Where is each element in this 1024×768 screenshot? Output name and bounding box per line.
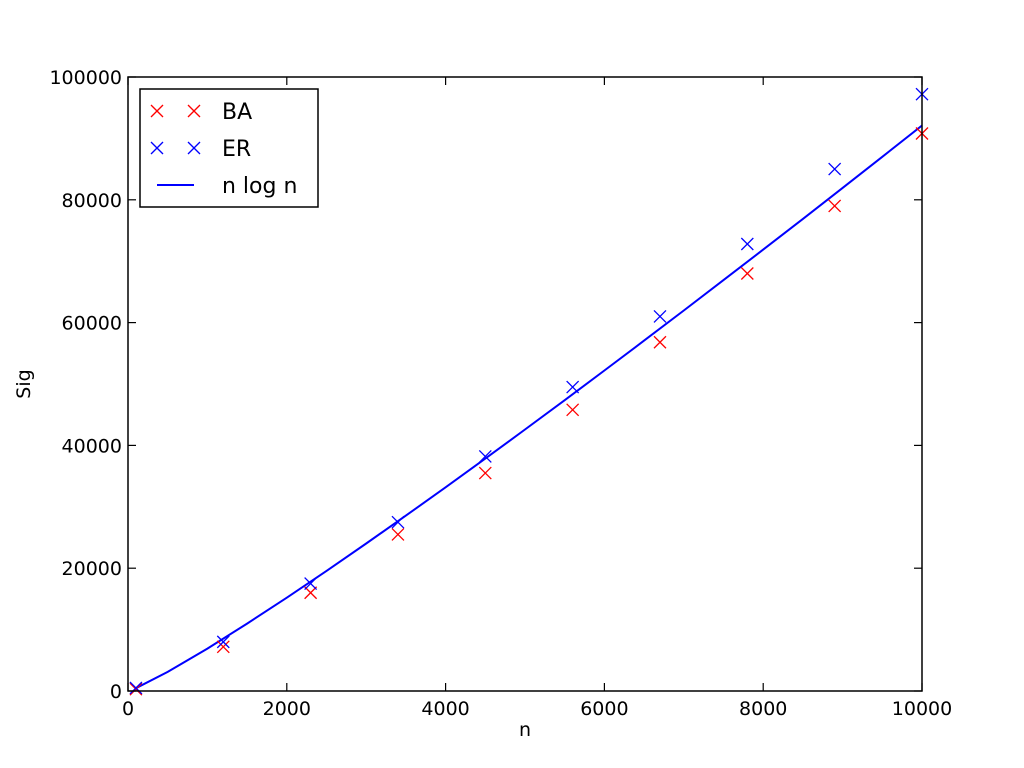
axes <box>127 76 923 692</box>
legend-entries: BA ER n log n <box>150 100 297 199</box>
y-tick-label: 20000 <box>62 558 122 580</box>
axes-frame <box>127 76 923 692</box>
x-tick-label: 2000 <box>263 698 311 720</box>
data-point-er <box>391 515 405 529</box>
data-point-er <box>478 449 492 463</box>
data-point-er <box>129 681 143 695</box>
y-tick-label: 0 <box>110 681 122 703</box>
legend-marker-ba <box>150 104 164 118</box>
data-point-ba <box>129 682 143 696</box>
x-tick-label: 6000 <box>580 698 628 720</box>
data-point-er <box>740 237 754 251</box>
x-tick-label: 0 <box>122 698 134 720</box>
data-point-ba <box>566 403 580 417</box>
data-point-ba <box>216 640 230 654</box>
plot-area <box>129 87 929 696</box>
data-point-ba <box>304 586 318 600</box>
data-point-er <box>304 577 318 591</box>
legend-marker-ba <box>187 104 201 118</box>
legend-label-n-log-n: n log n <box>222 174 297 199</box>
data-point-ba <box>653 335 667 349</box>
legend-label-er: ER <box>222 137 251 162</box>
series-line-nlogn <box>135 124 923 690</box>
data-point-er <box>566 380 580 394</box>
x-axis-label: n <box>519 719 531 741</box>
data-point-er <box>828 162 842 176</box>
y-tick-label: 80000 <box>62 190 122 212</box>
data-point-er <box>653 310 667 323</box>
legend-frame <box>139 88 319 208</box>
x-tick-label: 10000 <box>892 698 952 720</box>
y-tick-label: 100000 <box>49 67 122 89</box>
legend-marker-er <box>187 141 201 155</box>
y-axis-label: Sig <box>13 369 35 398</box>
data-point-ba <box>478 466 492 480</box>
data-point-ba <box>391 527 405 541</box>
legend-label-ba: BA <box>222 100 252 125</box>
y-tick-label: 40000 <box>62 435 122 457</box>
x-tick-label: 4000 <box>421 698 469 720</box>
legend-marker-er <box>150 141 164 155</box>
ticks: 0 2000 4000 6000 8000 10000020000400006000080… <box>49 67 952 720</box>
x-tick-label: 8000 <box>739 698 787 720</box>
data-point-ba <box>828 199 842 213</box>
data-point-ba <box>740 267 754 280</box>
data-point-er <box>216 635 230 649</box>
y-tick-label: 60000 <box>62 313 122 335</box>
legend: BA ER n log n <box>139 88 319 208</box>
